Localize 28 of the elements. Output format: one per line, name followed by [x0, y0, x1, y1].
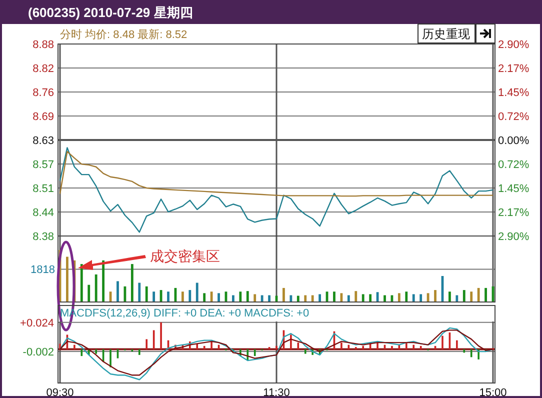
y2-tick-label: 0.00%	[498, 135, 530, 147]
y-tick-label: 8.69	[32, 111, 54, 123]
y2-tick-label: 2.17%	[498, 206, 530, 219]
y2-tick-label: 0.72%	[498, 158, 530, 171]
chart-subtitle: 分时 均价: 8.48 最新: 8.52	[60, 28, 188, 41]
y-tick-label: 8.44	[32, 207, 54, 219]
y2-tick-label: 1.45%	[498, 183, 530, 195]
y-tick-label: 8.63	[32, 135, 54, 147]
y-tick-label: 8.82	[32, 63, 54, 75]
text: 历史重现	[422, 27, 470, 41]
x-tick-label: 11:30	[263, 387, 290, 398]
y-tick-label: 8.51	[32, 183, 54, 195]
annotation: 成交密集区	[150, 248, 220, 264]
y2-tick-label: 2.17%	[498, 63, 530, 76]
y-tick-label: +0.024	[20, 317, 54, 330]
y-tick-label: -0.002	[22, 346, 54, 359]
y2-tick-label: 0.72%	[498, 111, 530, 124]
text: 1818	[30, 264, 55, 276]
x-tick-label: 15:00	[479, 387, 507, 398]
y-tick-label: 8.57	[32, 159, 54, 171]
y2-tick-label: 1.45%	[498, 87, 530, 99]
y2-tick-label: 2.90%	[498, 39, 530, 51]
x-tick-label: 09:30	[46, 387, 74, 398]
chart-title: (600235) 2010-07-29 星期四	[28, 5, 193, 20]
y2-tick-label: 2.90%	[498, 231, 530, 243]
y-tick-label: 8.38	[32, 231, 54, 243]
y-tick-label: 8.76	[32, 87, 54, 99]
y-tick-label: 8.88	[32, 39, 54, 51]
